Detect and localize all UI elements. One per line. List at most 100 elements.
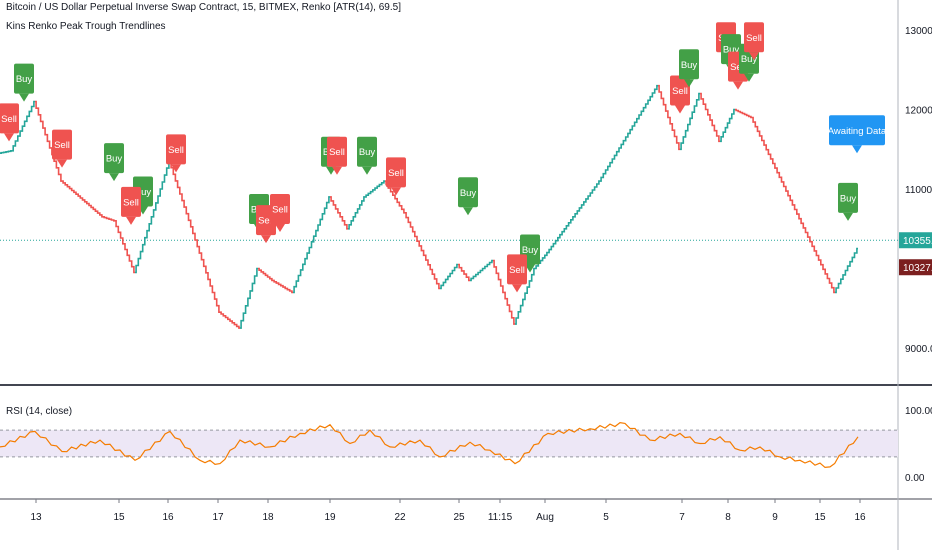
renko-down-leg <box>330 196 348 230</box>
x-tick-label: 13 <box>30 512 42 523</box>
sell-signal: Sell <box>166 134 186 173</box>
svg-text:Sell: Sell <box>123 197 139 208</box>
sell-signal: Sell <box>327 136 347 175</box>
x-tick-label: 15 <box>814 512 826 523</box>
svg-text:Sell: Sell <box>1 114 17 125</box>
chart-title: Bitcoin / US Dollar Perpetual Inverse Sw… <box>6 2 401 13</box>
svg-text:Sell: Sell <box>509 265 525 276</box>
renko-down-leg <box>752 116 835 294</box>
x-tick-label: 9 <box>772 512 778 523</box>
sell-signal: Sell <box>744 22 764 61</box>
price-tick-label: 13000.0 <box>905 26 932 37</box>
x-tick-label: 18 <box>262 512 274 523</box>
svg-text:Sell: Sell <box>168 145 184 156</box>
renko-up-leg <box>835 247 858 294</box>
renko-up-leg <box>240 267 258 329</box>
svg-text:Buy: Buy <box>840 193 857 204</box>
renko-down-leg <box>258 267 273 282</box>
rsi-tick-label: 0.00 <box>905 473 925 484</box>
renko-up-leg <box>535 251 548 270</box>
svg-text:Sell: Sell <box>329 147 345 158</box>
svg-text:Sell: Sell <box>388 168 404 179</box>
sell-signal: Sell <box>507 254 527 293</box>
svg-text:Buy: Buy <box>681 60 698 71</box>
renko-up-leg <box>135 160 170 274</box>
sell-signal: Sell <box>386 157 406 196</box>
renko-down-leg <box>62 180 103 218</box>
svg-text:Sell: Sell <box>272 204 288 215</box>
x-tick-label: 8 <box>725 512 731 523</box>
renko-down-leg <box>658 84 680 151</box>
renko-up-leg <box>440 263 458 290</box>
rsi-line <box>0 421 859 469</box>
svg-text:Buy: Buy <box>741 54 758 65</box>
renko-up-leg <box>12 100 35 152</box>
buy-signal: Buy <box>458 177 478 216</box>
x-tick-label: 16 <box>162 512 174 523</box>
buy-signal: Buy <box>14 63 34 102</box>
price-tick-label: 12000.0 <box>905 106 932 117</box>
price-tick-label: 11000.0 <box>905 185 932 196</box>
renko-down-leg <box>405 212 440 290</box>
buy-signal: Buy <box>838 182 858 221</box>
last-price-badge <box>899 232 932 249</box>
sell-signal: Sell <box>121 186 141 225</box>
renko-down-leg <box>170 160 220 313</box>
sell-signal: Sell <box>670 75 690 114</box>
rsi-title: RSI (14, close) <box>6 406 73 417</box>
renko-up-leg <box>720 108 735 143</box>
x-tick-label: 7 <box>679 512 685 523</box>
svg-text:Buy: Buy <box>522 245 539 256</box>
svg-text:Sell: Sell <box>672 86 688 97</box>
x-tick-label: 5 <box>603 512 609 523</box>
x-tick-label: Aug <box>536 512 554 523</box>
renko-down-leg <box>35 100 62 182</box>
renko-up-leg <box>0 150 12 154</box>
last-price-label: 10355.5 <box>903 236 932 247</box>
sell-signal: Sell <box>0 103 19 142</box>
svg-text:Buy: Buy <box>460 188 477 199</box>
x-tick-label: 17 <box>212 512 224 523</box>
awaiting-data-label: Awaiting Data <box>828 115 887 154</box>
renko-down-leg <box>700 92 720 143</box>
x-tick-label: 16 <box>854 512 866 523</box>
secondary-price-label: 10327.0 <box>903 263 932 274</box>
buy-signal: Buy <box>679 49 699 88</box>
x-tick-label: 15 <box>113 512 125 523</box>
svg-text:Sell: Sell <box>258 216 274 227</box>
renko-up-leg <box>348 196 365 230</box>
renko-up-leg <box>680 92 700 151</box>
x-tick-label: 11:15 <box>488 512 513 523</box>
renko-down-leg <box>458 263 470 282</box>
renko-down-leg <box>735 108 752 119</box>
renko-down-leg <box>103 216 115 222</box>
rsi-band <box>0 430 898 457</box>
svg-text:Sell: Sell <box>54 140 70 151</box>
svg-text:Buy: Buy <box>135 187 152 198</box>
svg-text:Sell: Sell <box>730 62 746 73</box>
renko-up-leg <box>515 267 535 325</box>
svg-text:Buy: Buy <box>16 74 33 85</box>
svg-text:Sell: Sell <box>746 33 762 44</box>
renko-down-leg <box>220 311 240 329</box>
x-tick-label: 25 <box>453 512 465 523</box>
renko-down-leg <box>273 279 293 294</box>
renko-up-leg <box>470 259 493 282</box>
sell-signal: Sell <box>52 129 72 168</box>
x-tick-label: 22 <box>394 512 406 523</box>
renko-down-leg <box>493 259 515 325</box>
buy-signal: Buy <box>104 143 124 182</box>
svg-text:Buy: Buy <box>723 45 740 56</box>
renko-down-leg <box>115 220 135 274</box>
svg-text:Buy: Buy <box>106 154 123 165</box>
svg-text:Buy: Buy <box>359 147 376 158</box>
svg-text:Awaiting Data: Awaiting Data <box>828 126 887 137</box>
secondary-price-badge <box>899 259 932 276</box>
renko-up-leg <box>548 180 600 254</box>
x-tick-label: 19 <box>324 512 336 523</box>
renko-up-leg <box>365 180 385 198</box>
buy-signal: Buy <box>357 136 377 175</box>
renko-up-leg <box>600 84 658 182</box>
